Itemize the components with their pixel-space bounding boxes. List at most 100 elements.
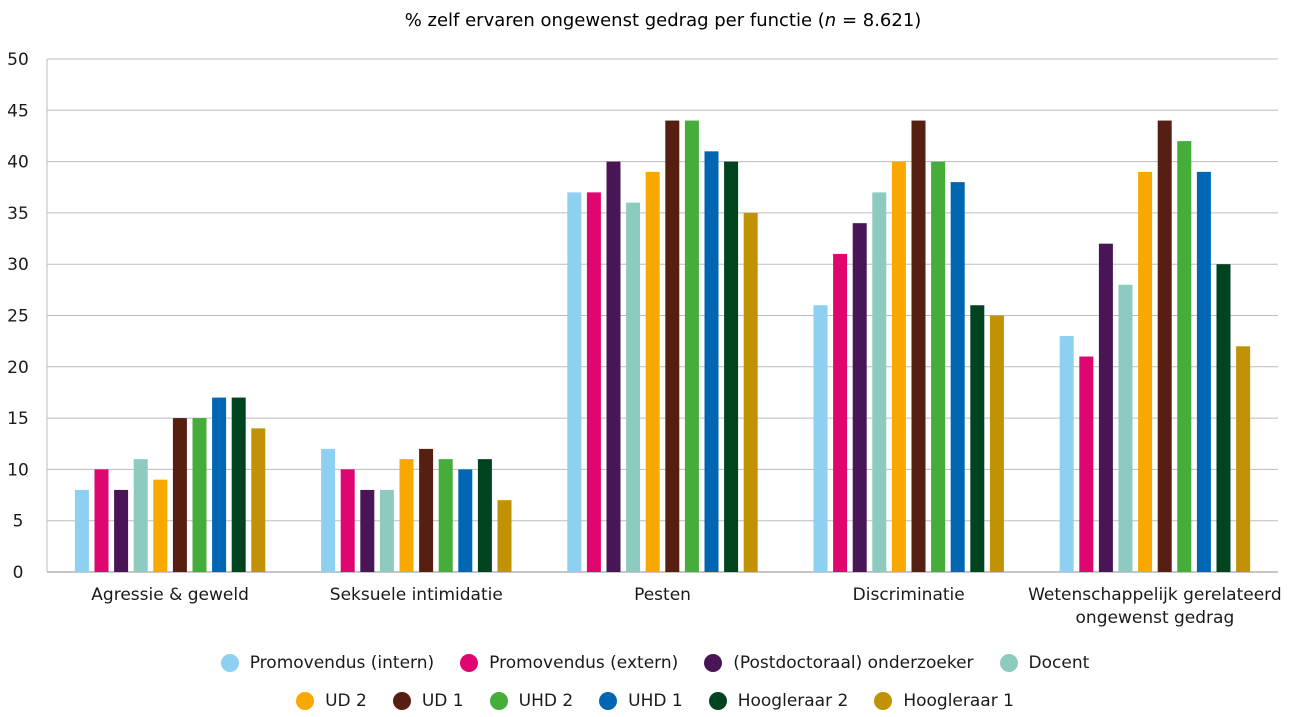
bar [399,459,414,572]
bar [813,305,828,572]
legend-item: Promovendus (intern) [220,653,435,673]
y-tick-label: 45 [7,101,29,121]
y-tick-label: 40 [7,153,29,173]
bar [911,120,926,572]
bar [419,448,434,572]
bar [931,161,946,572]
bar [1196,171,1211,573]
legend-item: UHD 2 [489,691,573,711]
legend-label: Promovendus (intern) [249,653,435,673]
bar [172,418,187,572]
legend-label: (Postdoctoraal) onderzoeker [733,653,974,673]
bar [74,489,89,572]
y-tick-label: 0 [13,563,24,583]
legend-row-2: UD 2 UD 1 UHD 2 UHD 1 Hoogleraar 2 Hoogleraar… [0,691,1310,711]
legend-item: Promovendus (extern) [460,653,678,673]
legend-item: UHD 1 [599,691,683,711]
bar [684,120,699,572]
chart-title-n: n [825,10,836,31]
bar [153,479,168,572]
bar [1118,284,1133,572]
bar [970,305,985,572]
bar [212,397,227,572]
y-tick-label: 50 [7,50,29,70]
bar [477,459,492,572]
y-tick-label: 25 [7,307,29,327]
category-label: Discriminatie [853,585,965,605]
y-tick-label: 35 [7,204,29,224]
bar [586,192,601,572]
bar [1059,336,1074,572]
bar [1098,243,1113,572]
bar [743,212,758,572]
bars [74,120,1251,573]
legend-item: UD 2 [296,691,367,711]
bar [1216,264,1231,572]
legend-swatch [708,692,727,710]
legend-label: UHD 1 [628,691,683,711]
bar [950,182,965,572]
bar [665,120,680,572]
bar [724,161,739,572]
legend-label: UD 1 [421,691,464,711]
legend-swatch [296,692,315,710]
bar [133,459,148,572]
legend-swatch [999,654,1018,672]
legend-item: (Postdoctoraal) onderzoeker [704,653,974,673]
bar [989,315,1004,572]
bar [606,161,621,572]
legend-swatch [704,654,723,672]
legend-item: Hoogleraar 2 [708,691,849,711]
bar [379,489,394,572]
category-label: Agressie & geweld [91,585,249,605]
y-tick-label: 20 [7,358,29,378]
y-tick-label: 10 [7,460,29,480]
legend-row-1: Promovendus (intern) Promovendus (extern)… [0,653,1310,673]
bar [94,469,109,572]
bar [872,192,887,572]
bar [1079,356,1094,572]
y-tick-label: 15 [7,409,29,429]
bar [458,469,473,572]
bar [497,500,512,572]
bar [626,202,641,572]
chart-title-prefix: % zelf ervaren ongewenst gedrag per func… [405,10,825,31]
category-label: Pesten [634,585,691,605]
category-label: Wetenschappelijk gerelateerd [1028,585,1282,605]
bar [192,418,207,572]
bar [1177,141,1192,572]
bar [1236,346,1251,572]
legend-swatch [460,654,479,672]
bar [114,489,129,572]
bar [360,489,375,572]
bar [645,171,660,573]
legend-swatch [220,654,239,672]
legend-item: Hoogleraar 1 [874,691,1014,711]
bar [231,397,246,572]
category-label: Seksuele intimidatie [330,585,503,605]
bar [567,192,582,572]
legend-label: Hoogleraar 2 [737,691,849,711]
legend-label: Docent [1028,653,1090,673]
bar [891,161,906,572]
y-axis-ticks: 0 5 10 15 20 25 30 35 40 45 50 [7,50,29,583]
chart: % zelf ervaren ongewenst gedrag per func… [7,10,1282,628]
category-label: ongewenst gedrag [1076,608,1235,628]
legend-swatch [874,692,893,710]
bar [321,448,336,572]
legend-swatch [489,692,508,710]
bar [704,151,719,572]
legend-label: Promovendus (extern) [489,653,679,673]
legend-label: Hoogleraar 1 [903,691,1014,711]
category-labels: Agressie & geweld Seksuele intimidatie Pes… [91,585,1281,628]
bar [1157,120,1172,572]
bar [852,223,867,572]
gridlines [46,58,1278,573]
chart-title-suffix: = 8.621) [836,10,921,31]
bar [340,469,355,572]
legend-swatch [599,692,618,710]
bar [1138,171,1153,573]
chart-title: % zelf ervaren ongewenst gedrag per func… [405,10,922,31]
legend-label: UD 2 [325,691,367,711]
y-tick-label: 30 [7,255,29,275]
